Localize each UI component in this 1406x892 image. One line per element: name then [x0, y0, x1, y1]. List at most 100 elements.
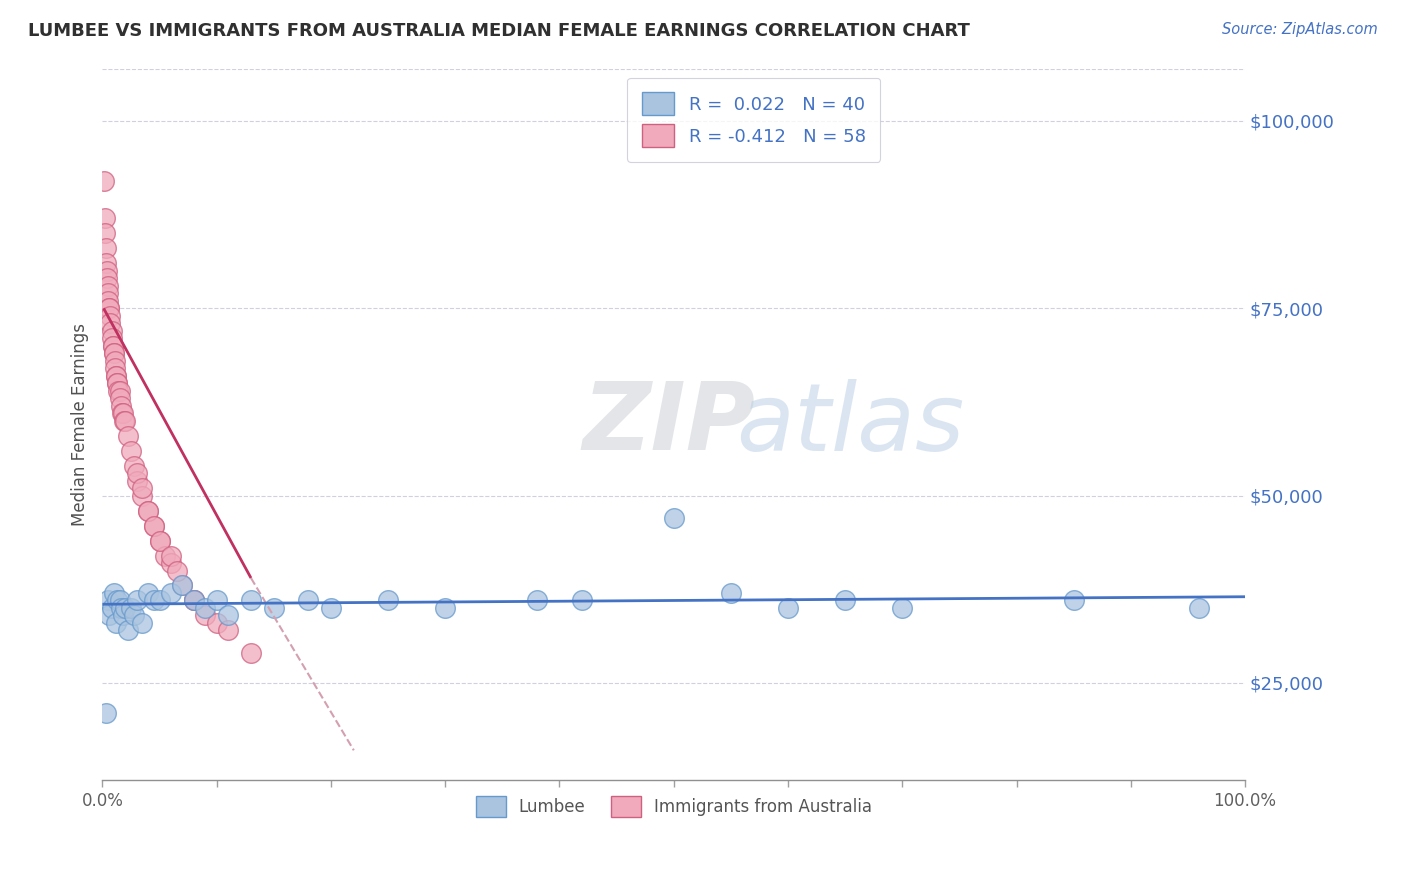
Point: [720, 586, 742, 600]
Point: [93, 227, 115, 241]
Point: [111, 608, 134, 623]
Point: [160, 549, 183, 563]
Point: [105, 615, 128, 630]
Point: [834, 593, 856, 607]
Point: [172, 578, 194, 592]
Point: [111, 406, 134, 420]
Point: [160, 586, 183, 600]
Point: [111, 406, 134, 420]
Point: [160, 556, 183, 570]
Point: [183, 593, 205, 607]
Point: [105, 376, 128, 391]
Point: [172, 578, 194, 592]
Point: [142, 518, 165, 533]
Point: [136, 503, 159, 517]
Point: [112, 414, 135, 428]
Point: [110, 399, 132, 413]
Legend: Lumbee, Immigrants from Australia: Lumbee, Immigrants from Australia: [467, 788, 880, 825]
Point: [125, 466, 148, 480]
Point: [100, 316, 122, 330]
Point: [166, 564, 188, 578]
Point: [124, 458, 146, 473]
Point: [100, 331, 122, 345]
Point: [93, 174, 115, 188]
Point: [205, 615, 228, 630]
Point: [100, 309, 122, 323]
Point: [94, 256, 117, 270]
Point: [98, 301, 121, 316]
Point: [142, 593, 165, 607]
Point: [1188, 601, 1211, 615]
Point: [94, 706, 117, 720]
Point: [142, 518, 165, 533]
Point: [104, 361, 127, 376]
Point: [108, 391, 131, 405]
Point: [96, 264, 118, 278]
Point: [217, 608, 239, 623]
Point: [194, 601, 217, 615]
Y-axis label: Median Female Earnings: Median Female Earnings: [72, 323, 89, 526]
Point: [94, 241, 117, 255]
Point: [103, 586, 125, 600]
Point: [136, 586, 159, 600]
Point: [136, 503, 159, 517]
Point: [891, 601, 914, 615]
Point: [131, 489, 153, 503]
Point: [571, 593, 593, 607]
Point: [776, 601, 799, 615]
Text: LUMBEE VS IMMIGRANTS FROM AUSTRALIA MEDIAN FEMALE EARNINGS CORRELATION CHART: LUMBEE VS IMMIGRANTS FROM AUSTRALIA MEDI…: [28, 22, 970, 40]
Point: [110, 601, 132, 615]
Point: [125, 593, 148, 607]
Point: [297, 593, 319, 607]
Point: [131, 615, 153, 630]
Point: [120, 601, 142, 615]
Point: [104, 353, 127, 368]
Point: [194, 608, 217, 623]
Point: [105, 368, 128, 383]
Point: [96, 271, 118, 285]
Text: atlas: atlas: [737, 379, 965, 470]
Point: [108, 593, 131, 607]
Point: [434, 601, 457, 615]
Point: [105, 376, 128, 391]
Point: [240, 646, 263, 660]
Point: [148, 533, 170, 548]
Point: [155, 549, 177, 563]
Point: [101, 339, 124, 353]
Point: [100, 324, 122, 338]
Point: [98, 608, 121, 623]
Point: [526, 593, 548, 607]
Point: [120, 443, 142, 458]
Point: [97, 593, 120, 607]
Point: [131, 481, 153, 495]
Point: [148, 533, 170, 548]
Point: [103, 346, 125, 360]
Point: [125, 474, 148, 488]
Point: [103, 346, 125, 360]
Point: [263, 601, 285, 615]
Point: [98, 301, 121, 316]
Point: [1063, 593, 1085, 607]
Point: [117, 428, 139, 442]
Point: [114, 414, 136, 428]
Point: [100, 601, 122, 615]
Point: [377, 593, 399, 607]
Point: [105, 368, 128, 383]
Text: Source: ZipAtlas.com: Source: ZipAtlas.com: [1222, 22, 1378, 37]
Point: [108, 384, 131, 398]
Point: [97, 286, 120, 301]
Text: ZIP: ZIP: [582, 378, 755, 470]
Point: [205, 593, 228, 607]
Point: [101, 339, 124, 353]
Point: [124, 608, 146, 623]
Point: [183, 593, 205, 607]
Point: [105, 593, 128, 607]
Point: [183, 593, 205, 607]
Point: [117, 624, 139, 638]
Point: [114, 601, 136, 615]
Point: [107, 384, 129, 398]
Point: [97, 293, 120, 308]
Point: [148, 593, 170, 607]
Point: [240, 593, 263, 607]
Point: [97, 278, 120, 293]
